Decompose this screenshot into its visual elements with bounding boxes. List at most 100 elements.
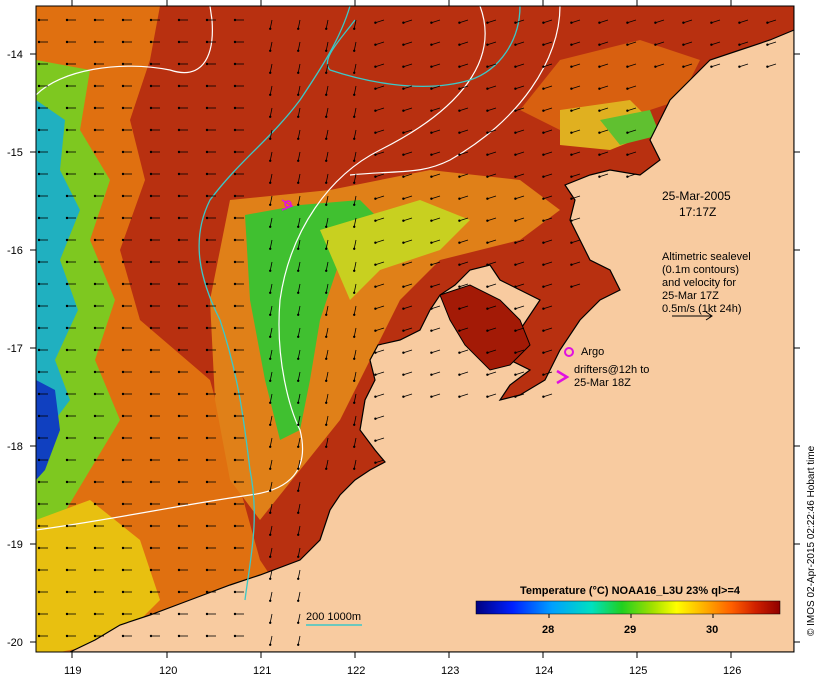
velocity-arrow-head (177, 238, 181, 242)
velocity-arrow (269, 525, 273, 535)
velocity-arrow-head (37, 260, 41, 264)
velocity-arrow-head (374, 373, 377, 376)
sst-blue-west (36, 380, 60, 480)
velocity-arrow-head (325, 313, 328, 316)
velocity-arrow-head (458, 175, 461, 178)
velocity-arrow (403, 41, 413, 46)
velocity-arrow-head (458, 109, 461, 112)
velocity-arrow-head (93, 150, 97, 154)
velocity-arrow-head (458, 307, 461, 310)
velocity-arrow-head (325, 467, 328, 470)
velocity-arrow-head (149, 458, 153, 462)
velocity-arrow (269, 63, 273, 73)
velocity-arrow-head (205, 194, 209, 198)
velocity-arrow-head (430, 395, 433, 398)
velocity-arrow (403, 173, 413, 178)
velocity-arrow-head (514, 131, 517, 134)
velocity-arrow-head (233, 62, 237, 66)
velocity-arrow-head (458, 65, 461, 68)
velocity-arrow (487, 63, 497, 68)
velocity-arrow-head (121, 282, 125, 286)
velocity-arrow-head (430, 153, 433, 156)
velocity-arrow-head (233, 524, 237, 528)
velocity-arrow (297, 525, 301, 535)
velocity-arrow-head (149, 348, 153, 352)
velocity-arrow-head (177, 40, 181, 44)
velocity-arrow (599, 19, 609, 24)
velocity-arrow-head (297, 269, 300, 272)
velocity-arrow-head (626, 21, 629, 24)
velocity-arrow-head (233, 194, 237, 198)
velocity-arrow (297, 283, 301, 293)
velocity-arrow-head (65, 304, 69, 308)
velocity-arrow (571, 195, 581, 200)
velocity-arrow-head (430, 263, 433, 266)
velocity-arrow-head (205, 480, 209, 484)
velocity-arrow-head (269, 27, 272, 30)
velocity-arrow-head (205, 282, 209, 286)
sst-ne-green (600, 110, 660, 145)
velocity-arrow-head (65, 238, 69, 242)
lon-label: 126 (723, 665, 741, 677)
velocity-arrow (515, 63, 525, 68)
velocity-arrow (269, 459, 273, 469)
velocity-arrow (487, 261, 497, 266)
velocity-arrow-head (710, 65, 713, 68)
velocity-arrow (403, 85, 413, 90)
velocity-arrow-head (149, 282, 153, 286)
velocity-arrow-head (65, 128, 69, 132)
velocity-arrow-head (542, 65, 545, 68)
velocity-arrow (269, 349, 273, 359)
velocity-arrow-head (93, 392, 97, 396)
velocity-arrow (403, 63, 413, 68)
velocity-arrow-head (65, 172, 69, 176)
velocity-arrow (297, 217, 301, 227)
lat-label: -14 (7, 49, 23, 61)
velocity-arrow-head (37, 18, 41, 22)
velocity-arrow-head (570, 241, 573, 244)
velocity-arrow (515, 371, 525, 376)
velocity-arrow (353, 41, 357, 51)
velocity-arrow-head (65, 348, 69, 352)
velocity-arrow-head (374, 219, 377, 222)
velocity-arrow-head (177, 282, 181, 286)
velocity-arrow (515, 195, 525, 200)
velocity-arrow-head (65, 260, 69, 264)
velocity-arrow-head (93, 546, 97, 550)
velocity-arrow-head (93, 458, 97, 462)
velocity-arrow-head (93, 524, 97, 528)
velocity-arrow-head (37, 150, 41, 154)
velocity-arrow-head (149, 216, 153, 220)
velocity-arrow-head (93, 194, 97, 198)
velocity-arrow (375, 459, 385, 464)
velocity-arrow (353, 239, 357, 249)
velocity-arrow-head (486, 395, 489, 398)
velocity-arrow-head (353, 313, 356, 316)
velocity-arrow-head (626, 153, 629, 156)
velocity-arrow-head (93, 326, 97, 330)
velocity-arrow-head (37, 62, 41, 66)
velocity-arrow-head (37, 480, 41, 484)
velocity-arrow (599, 151, 609, 156)
velocity-arrow-head (233, 304, 237, 308)
velocity-arrow-head (297, 27, 300, 30)
velocity-arrow (515, 327, 525, 332)
velocity-arrow-head (233, 634, 237, 638)
velocity-arrow (297, 261, 301, 271)
velocity-arrow-head (65, 392, 69, 396)
velocity-arrow-head (149, 150, 153, 154)
velocity-arrow (269, 481, 273, 491)
velocity-arrow (297, 591, 301, 601)
velocity-arrow-head (177, 480, 181, 484)
velocity-arrow (683, 63, 693, 68)
velocity-arrow (431, 151, 441, 156)
lon-label: 121 (253, 665, 271, 677)
velocity-arrow-head (177, 348, 181, 352)
velocity-arrow-head (149, 260, 153, 264)
velocity-arrow-head (269, 225, 272, 228)
velocity-arrow-head (121, 172, 125, 176)
velocity-arrow (487, 393, 497, 398)
velocity-arrow (711, 41, 721, 46)
velocity-arrow-head (654, 21, 657, 24)
velocity-arrows (37, 18, 777, 646)
